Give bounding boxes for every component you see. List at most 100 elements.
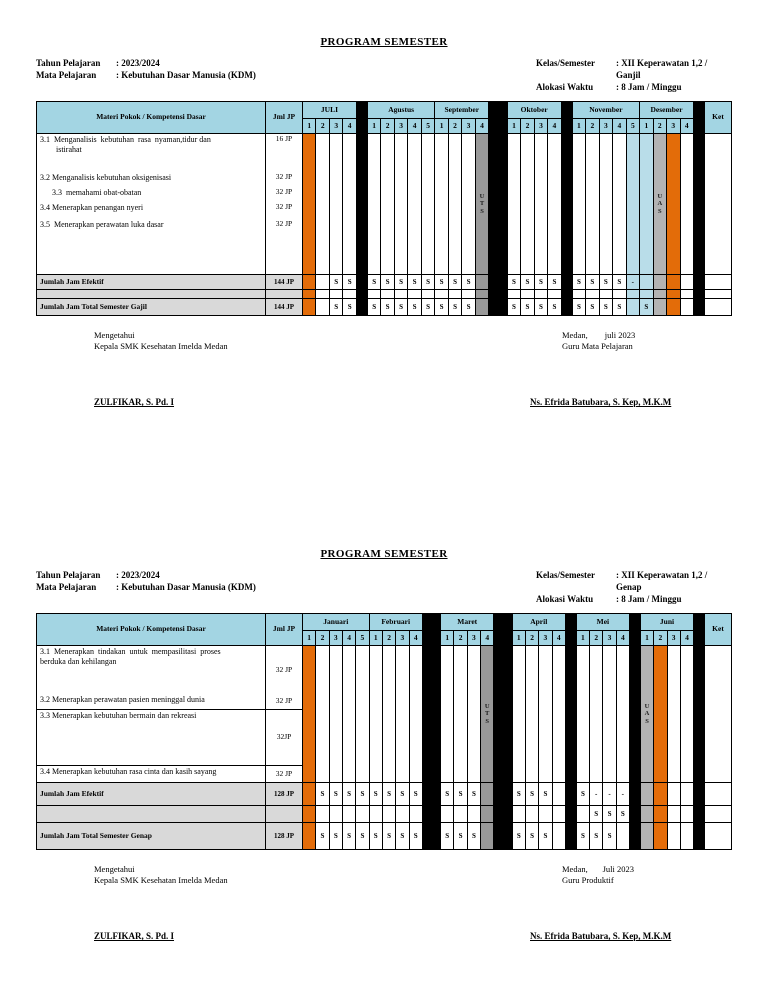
efektif-row-label: Jumlah Jam Efektif — [37, 783, 265, 805]
sign-line: Kepala SMK Kesehatan Imelda Medan — [94, 875, 228, 885]
mark-cell: S — [548, 275, 561, 289]
mark-cell — [303, 290, 316, 298]
mark-cell: S — [441, 823, 454, 849]
info-label: Alokasi Waktu — [536, 594, 594, 604]
mark-cell — [667, 299, 680, 315]
week-column — [680, 646, 694, 782]
week-number: 1 — [303, 119, 316, 133]
mark-cell: S — [539, 823, 552, 849]
week-number: 2 — [590, 631, 603, 645]
mark-cell — [329, 290, 343, 298]
mark-cell — [640, 806, 654, 822]
month-header: Januari — [303, 614, 369, 630]
mark-cell: S — [316, 783, 329, 805]
info-label: Tahun Pelajaran — [36, 570, 101, 580]
mark-cell — [303, 806, 316, 822]
info-value: : Kebutuhan Dasar Manusia (KDM) — [116, 70, 256, 80]
jml-jp-header: Jml JP — [266, 614, 302, 645]
mark-cell: S — [613, 275, 626, 289]
mark-cell — [303, 823, 316, 849]
mark-cell — [475, 275, 489, 289]
week-column — [394, 134, 408, 274]
week-number: 4 — [409, 631, 422, 645]
ket-header: Ket — [705, 102, 731, 133]
mark-cell — [552, 806, 565, 822]
jp-hours-value: 32 JP — [275, 768, 293, 778]
week-column — [654, 646, 667, 782]
signature-area: Mengetahui Kepala SMK Kesehatan Imelda M… — [36, 330, 732, 352]
jml-body: 32 JP 32 JP 32JP 32 JP — [266, 646, 302, 782]
week-number: 2 — [382, 631, 396, 645]
signatory-names: ZULFIKAR, S. Pd. I Ns. Efrida Batubara, … — [36, 396, 732, 408]
exam-week-column: U T S — [481, 646, 494, 782]
mark-cell: - — [616, 783, 630, 805]
sign-line: Mengetahui — [94, 330, 135, 340]
mark-cell — [626, 299, 640, 315]
mark-cell: S — [521, 275, 534, 289]
week-column — [303, 646, 316, 782]
mark-cell — [552, 823, 565, 849]
week-number: 2 — [653, 119, 667, 133]
mark-cell: S — [396, 783, 409, 805]
week-number: 5 — [626, 119, 640, 133]
mark-cell — [454, 806, 467, 822]
month-header: November — [572, 102, 640, 118]
mark-cell — [421, 290, 435, 298]
month-header: Oktober — [507, 102, 561, 118]
week-column — [396, 646, 409, 782]
info-row-tahun: Tahun Pelajaran : 2023/2024 — [36, 57, 256, 69]
mark-cell: S — [454, 783, 467, 805]
week-number: 5 — [421, 119, 435, 133]
mark-cell — [653, 290, 667, 298]
mark-cell: S — [548, 299, 561, 315]
info-value: : 2023/2024 — [116, 570, 160, 580]
mark-cell: S — [409, 823, 422, 849]
mark-cell — [356, 806, 369, 822]
week-number: 1 — [435, 119, 448, 133]
week-column — [525, 646, 539, 782]
week-column — [342, 646, 356, 782]
week-number: 3 — [667, 119, 680, 133]
mark-cell — [667, 783, 680, 805]
mark-cell: S — [381, 299, 394, 315]
mark-cell — [613, 290, 626, 298]
mark-cell: S — [408, 275, 421, 289]
exam-week-column: U A S — [640, 646, 654, 782]
competency-item: 3.4 Menerapkan penangan nyeri — [40, 203, 144, 212]
week-number: 4 — [475, 119, 489, 133]
jp-hours-value: 32 JP — [275, 219, 293, 228]
week-column — [408, 134, 421, 274]
mark-cell — [572, 290, 586, 298]
week-column — [548, 134, 561, 274]
mark-cell — [316, 806, 329, 822]
mark-cell — [316, 299, 329, 315]
info-label: Kelas/Semester — [536, 58, 595, 68]
week-column — [576, 646, 590, 782]
mark-cell: S — [329, 823, 342, 849]
sign-line: Medan, Juli 2023 — [562, 864, 635, 874]
mark-cell: - — [603, 783, 616, 805]
mark-cell — [448, 290, 462, 298]
spacer-row-value — [266, 806, 302, 822]
week-number: 1 — [512, 631, 525, 645]
mark-cell: S — [586, 275, 599, 289]
mark-cell — [409, 806, 422, 822]
mark-cell: S — [394, 299, 408, 315]
ket-cell — [705, 783, 731, 805]
mark-cell: S — [521, 299, 534, 315]
week-number: 3 — [534, 119, 548, 133]
jp-hours-value: 16 JP — [275, 134, 293, 143]
week-number: 3 — [603, 631, 616, 645]
week-column — [613, 134, 626, 274]
week-column — [512, 646, 525, 782]
mark-cell — [640, 823, 654, 849]
info-row-mapel: Mata Pelajaran : Kebutuhan Dasar Manusia… — [36, 69, 256, 81]
mark-cell: S — [316, 823, 329, 849]
mark-cell — [653, 299, 667, 315]
mark-cell: S — [329, 275, 343, 289]
week-number: 4 — [680, 119, 693, 133]
sign-block-left: Mengetahui Kepala SMK Kesehatan Imelda M… — [94, 330, 228, 352]
week-column — [539, 646, 552, 782]
signatory-name-right: Ns. Efrida Batubara, S. Kep, M.K.M — [530, 931, 672, 941]
month-header: Maret — [441, 614, 494, 630]
